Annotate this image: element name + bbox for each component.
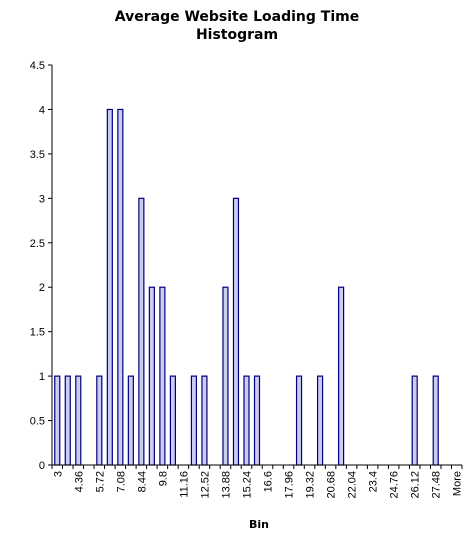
- x-tick-label: 5.72: [94, 471, 106, 492]
- bars: [54, 108, 439, 466]
- y-tick-label: 1: [39, 371, 45, 383]
- histogram-bar: [106, 108, 113, 466]
- x-tick-label: 17.96: [284, 471, 296, 499]
- x-axis-ticks: [51, 465, 463, 469]
- histogram-bar: [159, 286, 166, 466]
- x-axis-title: Bin: [249, 518, 269, 531]
- x-tick-label: 7.08: [115, 471, 127, 492]
- y-tick-label: 0.5: [30, 416, 45, 428]
- x-tick-label: 20.68: [326, 471, 338, 499]
- y-axis-ticks: [48, 64, 52, 466]
- y-tick-labels: 0 0.5 1 1.5 2 2.5 3 3.5 4 4.5: [30, 60, 45, 472]
- y-tick-label: 2.5: [30, 238, 45, 250]
- y-tick-label: 3.5: [30, 149, 45, 161]
- x-tick-label: 13.88: [220, 471, 232, 499]
- histogram-bar: [75, 375, 82, 466]
- x-tick-label: 3: [52, 471, 64, 477]
- histogram-bar: [432, 375, 439, 466]
- y-tick-label: 3: [39, 193, 45, 205]
- x-tick-label: 16.6: [263, 471, 275, 492]
- histogram-bar: [127, 375, 134, 466]
- histogram-bar: [295, 375, 303, 466]
- histogram-bar: [96, 375, 103, 466]
- x-tick-label: More: [452, 471, 464, 496]
- histogram-bar: [138, 197, 145, 466]
- histogram-bar: [54, 375, 61, 466]
- y-tick-label: 4: [39, 104, 45, 116]
- x-tick-label: 8.44: [136, 471, 148, 492]
- x-tick-label: 9.8: [157, 471, 169, 486]
- histogram-bar: [222, 286, 229, 466]
- histogram-bar: [253, 375, 261, 466]
- histogram-bar: [64, 375, 71, 466]
- x-tick-label: 15.24: [241, 471, 253, 499]
- x-tick-label: 27.48: [431, 471, 443, 499]
- histogram-bar: [232, 197, 240, 466]
- histogram-bar: [169, 375, 176, 466]
- x-tick-label: 22.04: [347, 471, 359, 499]
- x-tick-label: 23.4: [368, 471, 380, 492]
- x-tick-label: 24.76: [389, 471, 401, 499]
- y-tick-label: 2: [39, 282, 45, 294]
- histogram-bar: [117, 108, 124, 466]
- histogram-bar: [148, 286, 155, 466]
- histogram-bar: [411, 375, 418, 466]
- y-tick-label: 4.5: [30, 60, 45, 72]
- x-tick-label: 4.36: [73, 471, 85, 492]
- x-tick-label: 26.12: [410, 471, 422, 499]
- histogram-bar: [190, 375, 198, 466]
- x-tick-labels: 3 4.36 5.72 7.08 8.44 9.8 11.16 12.52 13.88 15.24…: [52, 471, 463, 499]
- chart-title: Average Website Loading Time Histogram: [114, 9, 360, 43]
- histogram-bar: [243, 375, 250, 466]
- x-tick-label: 11.16: [178, 471, 190, 498]
- histogram-bar: [338, 286, 345, 466]
- histogram-bar: [316, 375, 324, 466]
- y-tick-label: 0: [39, 460, 45, 472]
- x-tick-label: 19.32: [305, 471, 317, 499]
- x-tick-label: 12.52: [199, 471, 211, 499]
- histogram-bar: [201, 375, 208, 466]
- y-tick-label: 1.5: [30, 327, 45, 339]
